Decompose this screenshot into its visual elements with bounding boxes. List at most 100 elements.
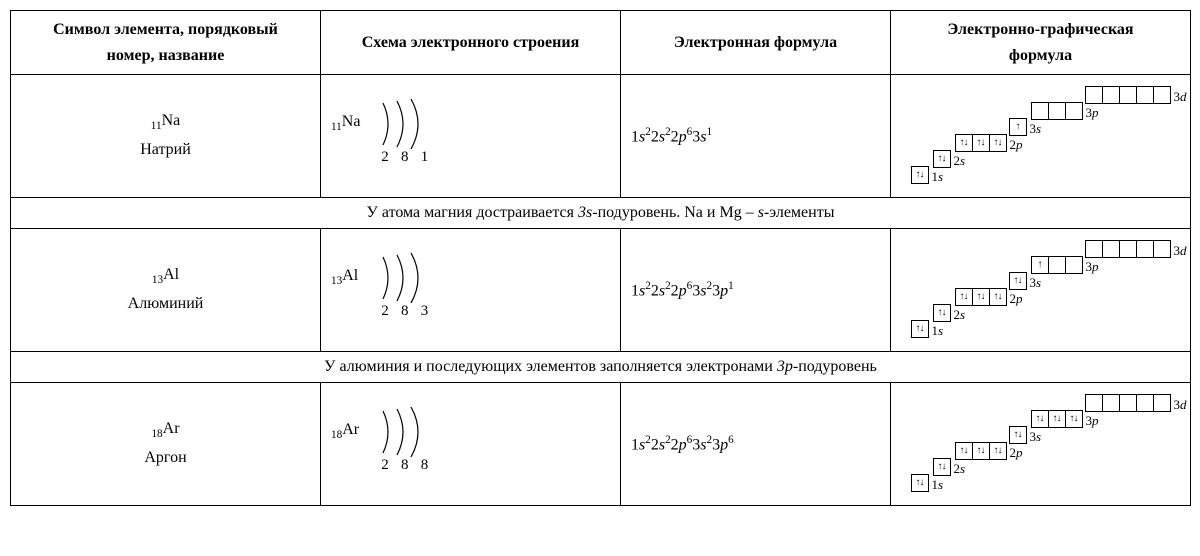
shell-symbol: 18Ar [331, 421, 359, 441]
orbital-box: ↑↓ [1009, 272, 1027, 290]
shell-counts: 2 8 8 [377, 457, 433, 474]
header-col2: Схема электронного строения [321, 11, 621, 75]
sublevel-2p: ↑↓↑↓↑↓ 2p [955, 288, 1023, 306]
shell-symbol: 11Na [331, 113, 360, 133]
orbital-box [1085, 240, 1103, 258]
element-symbol: 11Na [151, 112, 180, 129]
orbital-box: ↑ [1031, 256, 1049, 274]
orbital-diagram: ↑↓ 1s ↑↓ 2s ↑↓↑↓↑↓ 2p ↑↓ 3s ↑↓↑↓↑↓ 3p 3d [911, 394, 1171, 494]
orbital-box: ↑ [1009, 118, 1027, 136]
sublevel-3d: 3d [1085, 240, 1187, 258]
header-col1-line1: Символ элемента, порядковый [53, 21, 278, 38]
note-text: У алюминия и последующих элементов запол… [11, 352, 1191, 383]
shell-counts: 2 8 1 [377, 149, 433, 166]
shell-counts: 2 8 3 [377, 303, 433, 320]
sublevel-label: 2p [1010, 292, 1023, 306]
sublevel-label: 3p [1086, 260, 1099, 274]
shell-cell: 13Al 2 8 3 [321, 229, 621, 352]
sublevel-3d: 3d [1085, 86, 1187, 104]
sublevel-label: 3d [1174, 90, 1187, 104]
orbital-cell: ↑↓ 1s ↑↓ 2s ↑↓↑↓↑↓ 2p ↑↓ 3s ↑↓↑↓↑↓ 3p 3d [891, 383, 1191, 506]
note-row: У атома магния достраивается 3s-подурове… [11, 198, 1191, 229]
header-col1: Символ элемента, порядковый номер, назва… [11, 11, 321, 75]
sublevel-label: 3d [1174, 398, 1187, 412]
element-symbol: 13Al [152, 266, 179, 283]
sublevel-1s: ↑↓ 1s [911, 320, 944, 338]
sublevel-label: 3s [1030, 430, 1042, 444]
orbital-box: ↑↓ [911, 320, 929, 338]
table-row: 18Ar Аргон 18Ar 2 8 8 1s22s22p63s23p6 ↑↓… [11, 383, 1191, 506]
sublevel-1s: ↑↓ 1s [911, 166, 944, 184]
orbital-box [1065, 256, 1083, 274]
sublevel-2s: ↑↓ 2s [933, 150, 966, 168]
sublevel-1s: ↑↓ 1s [911, 474, 944, 492]
sublevel-3p: 3p [1031, 102, 1099, 120]
sublevel-2s: ↑↓ 2s [933, 458, 966, 476]
element-name: Алюминий [128, 295, 204, 312]
sublevel-label: 1s [932, 478, 944, 492]
header-col3: Электронная формула [621, 11, 891, 75]
orbital-box: ↑↓ [989, 288, 1007, 306]
sublevel-label: 1s [932, 170, 944, 184]
shell-arcs-icon [377, 407, 437, 457]
header-col4-line2: формула [1009, 47, 1072, 64]
table-row: 13Al Алюминий 13Al 2 8 3 1s22s22p63s23p1… [11, 229, 1191, 352]
sublevel-label: 2p [1010, 138, 1023, 152]
sublevel-label: 3d [1174, 244, 1187, 258]
orbital-box: ↑↓ [955, 442, 973, 460]
header-col4: Электронно-графическая формула [891, 11, 1191, 75]
element-cell: 13Al Алюминий [11, 229, 321, 352]
orbital-box: ↑↓ [972, 288, 990, 306]
orbital-diagram: ↑↓ 1s ↑↓ 2s ↑↓↑↓↑↓ 2p ↑↓ 3s ↑ 3p 3d [911, 240, 1171, 340]
orbital-box: ↑↓ [1048, 410, 1066, 428]
orbital-box [1102, 394, 1120, 412]
orbital-box: ↑↓ [1031, 410, 1049, 428]
sublevel-label: 2s [954, 462, 966, 476]
note-text: У атома магния достраивается 3s-подурове… [11, 198, 1191, 229]
shell-cell: 11Na 2 8 1 [321, 75, 621, 198]
orbital-box [1153, 240, 1171, 258]
sublevel-2p: ↑↓↑↓↑↓ 2p [955, 442, 1023, 460]
orbital-box: ↑↓ [1065, 410, 1083, 428]
orbital-box: ↑↓ [989, 134, 1007, 152]
orbital-box [1136, 394, 1154, 412]
orbital-diagram: ↑↓ 1s ↑↓ 2s ↑↓↑↓↑↓ 2p ↑ 3s 3p 3d [911, 86, 1171, 186]
element-symbol: 18Ar [151, 420, 179, 437]
sublevel-2s: ↑↓ 2s [933, 304, 966, 322]
orbital-box [1048, 256, 1066, 274]
sublevel-3p: ↑↓↑↓↑↓ 3p [1031, 410, 1099, 428]
orbital-box [1085, 394, 1103, 412]
element-name: Аргон [144, 449, 186, 466]
shell-symbol: 13Al [331, 267, 358, 287]
orbital-box: ↑↓ [989, 442, 1007, 460]
shell-schematic: 18Ar 2 8 8 [331, 407, 461, 477]
sublevel-label: 2s [954, 308, 966, 322]
orbital-box [1136, 86, 1154, 104]
orbital-box [1153, 394, 1171, 412]
orbital-box [1119, 394, 1137, 412]
orbital-box: ↑↓ [911, 474, 929, 492]
table-row: 11Na Натрий 11Na 2 8 1 1s22s22p63s1 ↑↓ 1… [11, 75, 1191, 198]
sublevel-3s: ↑ 3s [1009, 118, 1042, 136]
header-col4-line1: Электронно-графическая [947, 21, 1133, 38]
sublevel-3s: ↑↓ 3s [1009, 272, 1042, 290]
sublevel-2p: ↑↓↑↓↑↓ 2p [955, 134, 1023, 152]
sublevel-label: 2s [954, 154, 966, 168]
orbital-box [1102, 240, 1120, 258]
element-cell: 11Na Натрий [11, 75, 321, 198]
orbital-box [1153, 86, 1171, 104]
formula-cell: 1s22s22p63s23p6 [621, 383, 891, 506]
orbital-box [1065, 102, 1083, 120]
orbital-box [1085, 86, 1103, 104]
sublevel-label: 2p [1010, 446, 1023, 460]
sublevel-label: 3s [1030, 276, 1042, 290]
sublevel-label: 3p [1086, 106, 1099, 120]
sublevel-label: 3s [1030, 122, 1042, 136]
element-cell: 18Ar Аргон [11, 383, 321, 506]
shell-arcs-icon [377, 99, 437, 149]
header-row: Символ элемента, порядковый номер, назва… [11, 11, 1191, 75]
orbital-cell: ↑↓ 1s ↑↓ 2s ↑↓↑↓↑↓ 2p ↑ 3s 3p 3d [891, 75, 1191, 198]
orbital-box: ↑↓ [911, 166, 929, 184]
shell-schematic: 13Al 2 8 3 [331, 253, 461, 323]
note-row: У алюминия и последующих элементов запол… [11, 352, 1191, 383]
